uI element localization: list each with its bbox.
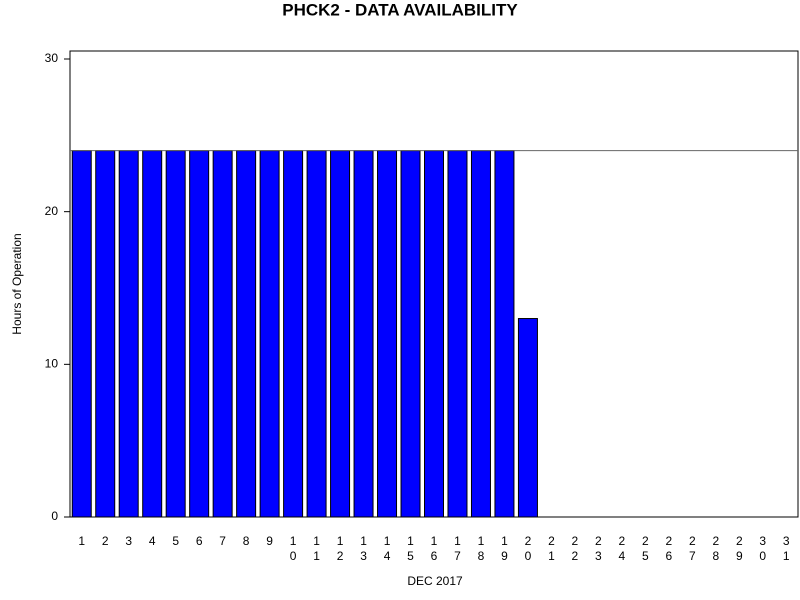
bar	[306, 150, 327, 518]
bar	[165, 150, 186, 518]
bar	[494, 150, 515, 518]
x-axis-label: DEC 2017	[407, 574, 463, 588]
bar	[330, 150, 351, 518]
bar	[118, 150, 139, 518]
bar	[400, 150, 421, 518]
x-tick-label: 8	[243, 534, 250, 548]
y-tick-label: 30	[45, 51, 59, 65]
bar	[447, 150, 468, 518]
chart-title: PHCK2 - DATA AVAILABILITY	[282, 0, 518, 19]
y-axis-label: Hours of Operation	[10, 233, 24, 334]
x-tick-label: 2	[102, 534, 109, 548]
x-tick-label: 9	[266, 534, 273, 548]
x-tick-label: 7	[219, 534, 226, 548]
bar	[377, 150, 398, 518]
bar	[353, 150, 374, 518]
bar	[259, 150, 280, 518]
bar	[212, 150, 233, 518]
bar	[283, 150, 304, 518]
bar	[470, 150, 491, 518]
bar	[236, 150, 257, 518]
bar	[71, 150, 92, 518]
y-tick-label: 20	[45, 204, 59, 218]
x-tick-label: 5	[172, 534, 179, 548]
bar	[424, 150, 444, 518]
bar	[189, 150, 210, 518]
x-tick-label: 3	[125, 534, 132, 548]
y-tick-label: 10	[45, 357, 59, 371]
x-tick-label: 1	[78, 534, 85, 548]
bar	[142, 150, 163, 518]
y-tick-label: 0	[51, 509, 58, 523]
bar	[517, 318, 538, 518]
bar	[95, 150, 116, 518]
x-tick-label: 6	[196, 534, 203, 548]
x-tick-label: 4	[149, 534, 156, 548]
